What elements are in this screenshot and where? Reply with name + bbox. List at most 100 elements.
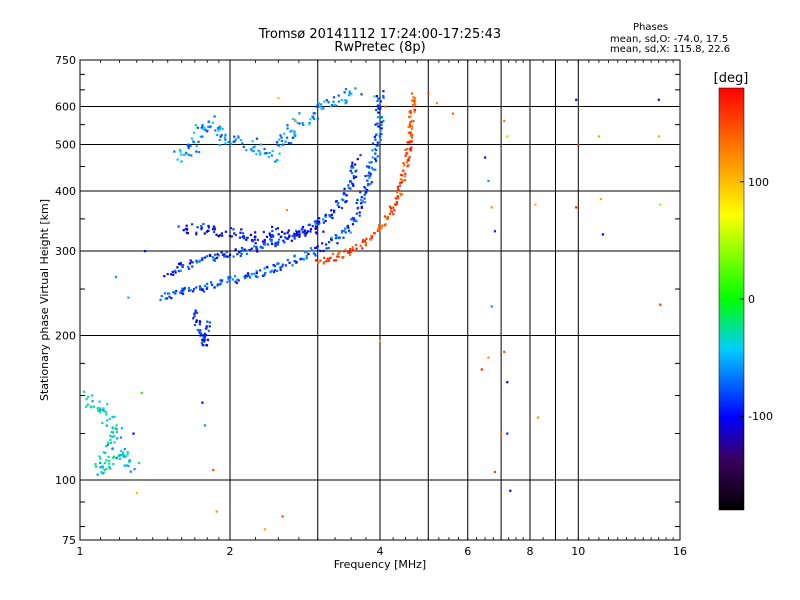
data-point bbox=[99, 407, 102, 410]
data-point bbox=[301, 228, 304, 231]
data-point bbox=[208, 325, 211, 328]
data-point bbox=[305, 257, 308, 260]
data-point bbox=[216, 127, 220, 130]
data-point bbox=[288, 234, 291, 237]
data-point bbox=[109, 441, 113, 444]
data-point bbox=[351, 248, 354, 251]
data-point bbox=[293, 132, 296, 135]
data-point bbox=[371, 142, 375, 145]
data-point bbox=[322, 230, 325, 233]
data-point bbox=[185, 228, 189, 231]
data-point bbox=[120, 449, 123, 453]
data-point bbox=[276, 269, 279, 272]
data-point bbox=[379, 129, 382, 133]
data-point bbox=[356, 198, 359, 202]
data-point bbox=[370, 166, 373, 169]
data-point bbox=[380, 127, 383, 130]
data-point bbox=[318, 217, 321, 220]
data-point bbox=[382, 90, 385, 93]
data-point bbox=[262, 243, 266, 246]
data-point bbox=[183, 153, 186, 157]
data-point bbox=[169, 273, 173, 276]
data-point bbox=[327, 246, 330, 250]
data-point bbox=[86, 403, 89, 406]
data-point bbox=[333, 103, 336, 107]
data-point bbox=[284, 140, 287, 143]
data-point bbox=[409, 120, 412, 124]
data-point bbox=[174, 292, 177, 295]
data-point bbox=[173, 150, 176, 153]
data-point bbox=[240, 252, 243, 256]
data-point bbox=[395, 200, 398, 204]
data-point bbox=[410, 119, 413, 123]
data-point bbox=[106, 419, 109, 422]
data-point bbox=[370, 237, 373, 240]
data-point bbox=[345, 200, 348, 203]
data-point bbox=[369, 237, 372, 240]
data-point bbox=[263, 528, 267, 531]
data-point bbox=[125, 464, 128, 467]
data-point bbox=[160, 294, 163, 298]
data-point bbox=[369, 183, 372, 186]
data-point bbox=[195, 319, 198, 322]
data-point bbox=[253, 238, 256, 241]
data-point bbox=[203, 232, 206, 235]
data-point bbox=[410, 127, 414, 130]
data-point bbox=[177, 269, 180, 273]
data-point bbox=[187, 267, 191, 270]
data-point bbox=[186, 232, 190, 235]
data-point bbox=[361, 200, 364, 203]
data-point bbox=[220, 281, 223, 284]
data-point bbox=[493, 470, 497, 474]
data-point bbox=[392, 206, 395, 209]
data-point bbox=[203, 332, 206, 335]
data-point bbox=[115, 457, 118, 460]
data-point bbox=[90, 406, 93, 409]
data-point bbox=[367, 165, 371, 168]
data-point bbox=[180, 153, 183, 156]
data-point bbox=[111, 426, 114, 429]
data-point bbox=[364, 201, 367, 204]
data-point bbox=[398, 184, 402, 187]
data-point bbox=[283, 241, 286, 244]
data-point bbox=[352, 177, 356, 180]
data-point bbox=[291, 264, 294, 267]
y-tick-label: 750 bbox=[55, 54, 76, 67]
data-point bbox=[211, 228, 215, 231]
data-point bbox=[213, 228, 216, 231]
data-point bbox=[377, 97, 380, 100]
data-point bbox=[198, 320, 202, 324]
data-point bbox=[221, 253, 225, 257]
data-point bbox=[199, 332, 202, 335]
data-point bbox=[192, 131, 196, 134]
data-point bbox=[246, 272, 250, 275]
data-point bbox=[90, 394, 94, 397]
data-point bbox=[225, 251, 228, 254]
data-point bbox=[337, 205, 341, 209]
data-point bbox=[128, 460, 131, 463]
data-point bbox=[293, 130, 296, 133]
data-point bbox=[281, 265, 284, 268]
data-point bbox=[105, 459, 108, 462]
data-point bbox=[392, 213, 395, 216]
data-point bbox=[280, 136, 283, 139]
data-point bbox=[336, 204, 339, 207]
data-point bbox=[344, 227, 347, 230]
data-point bbox=[203, 126, 206, 129]
data-point bbox=[245, 148, 248, 152]
data-point bbox=[308, 122, 311, 126]
data-point bbox=[393, 209, 396, 212]
data-point bbox=[172, 273, 175, 276]
data-point bbox=[209, 281, 213, 284]
data-point bbox=[229, 226, 233, 230]
data-point bbox=[287, 141, 291, 145]
data-point bbox=[304, 232, 307, 235]
data-point bbox=[346, 224, 349, 227]
data-point bbox=[218, 125, 221, 128]
data-point bbox=[250, 148, 253, 151]
data-point bbox=[376, 155, 379, 158]
data-point bbox=[216, 133, 219, 137]
data-point bbox=[143, 250, 147, 253]
y-tick-label: 400 bbox=[55, 185, 76, 198]
data-point bbox=[276, 159, 279, 162]
